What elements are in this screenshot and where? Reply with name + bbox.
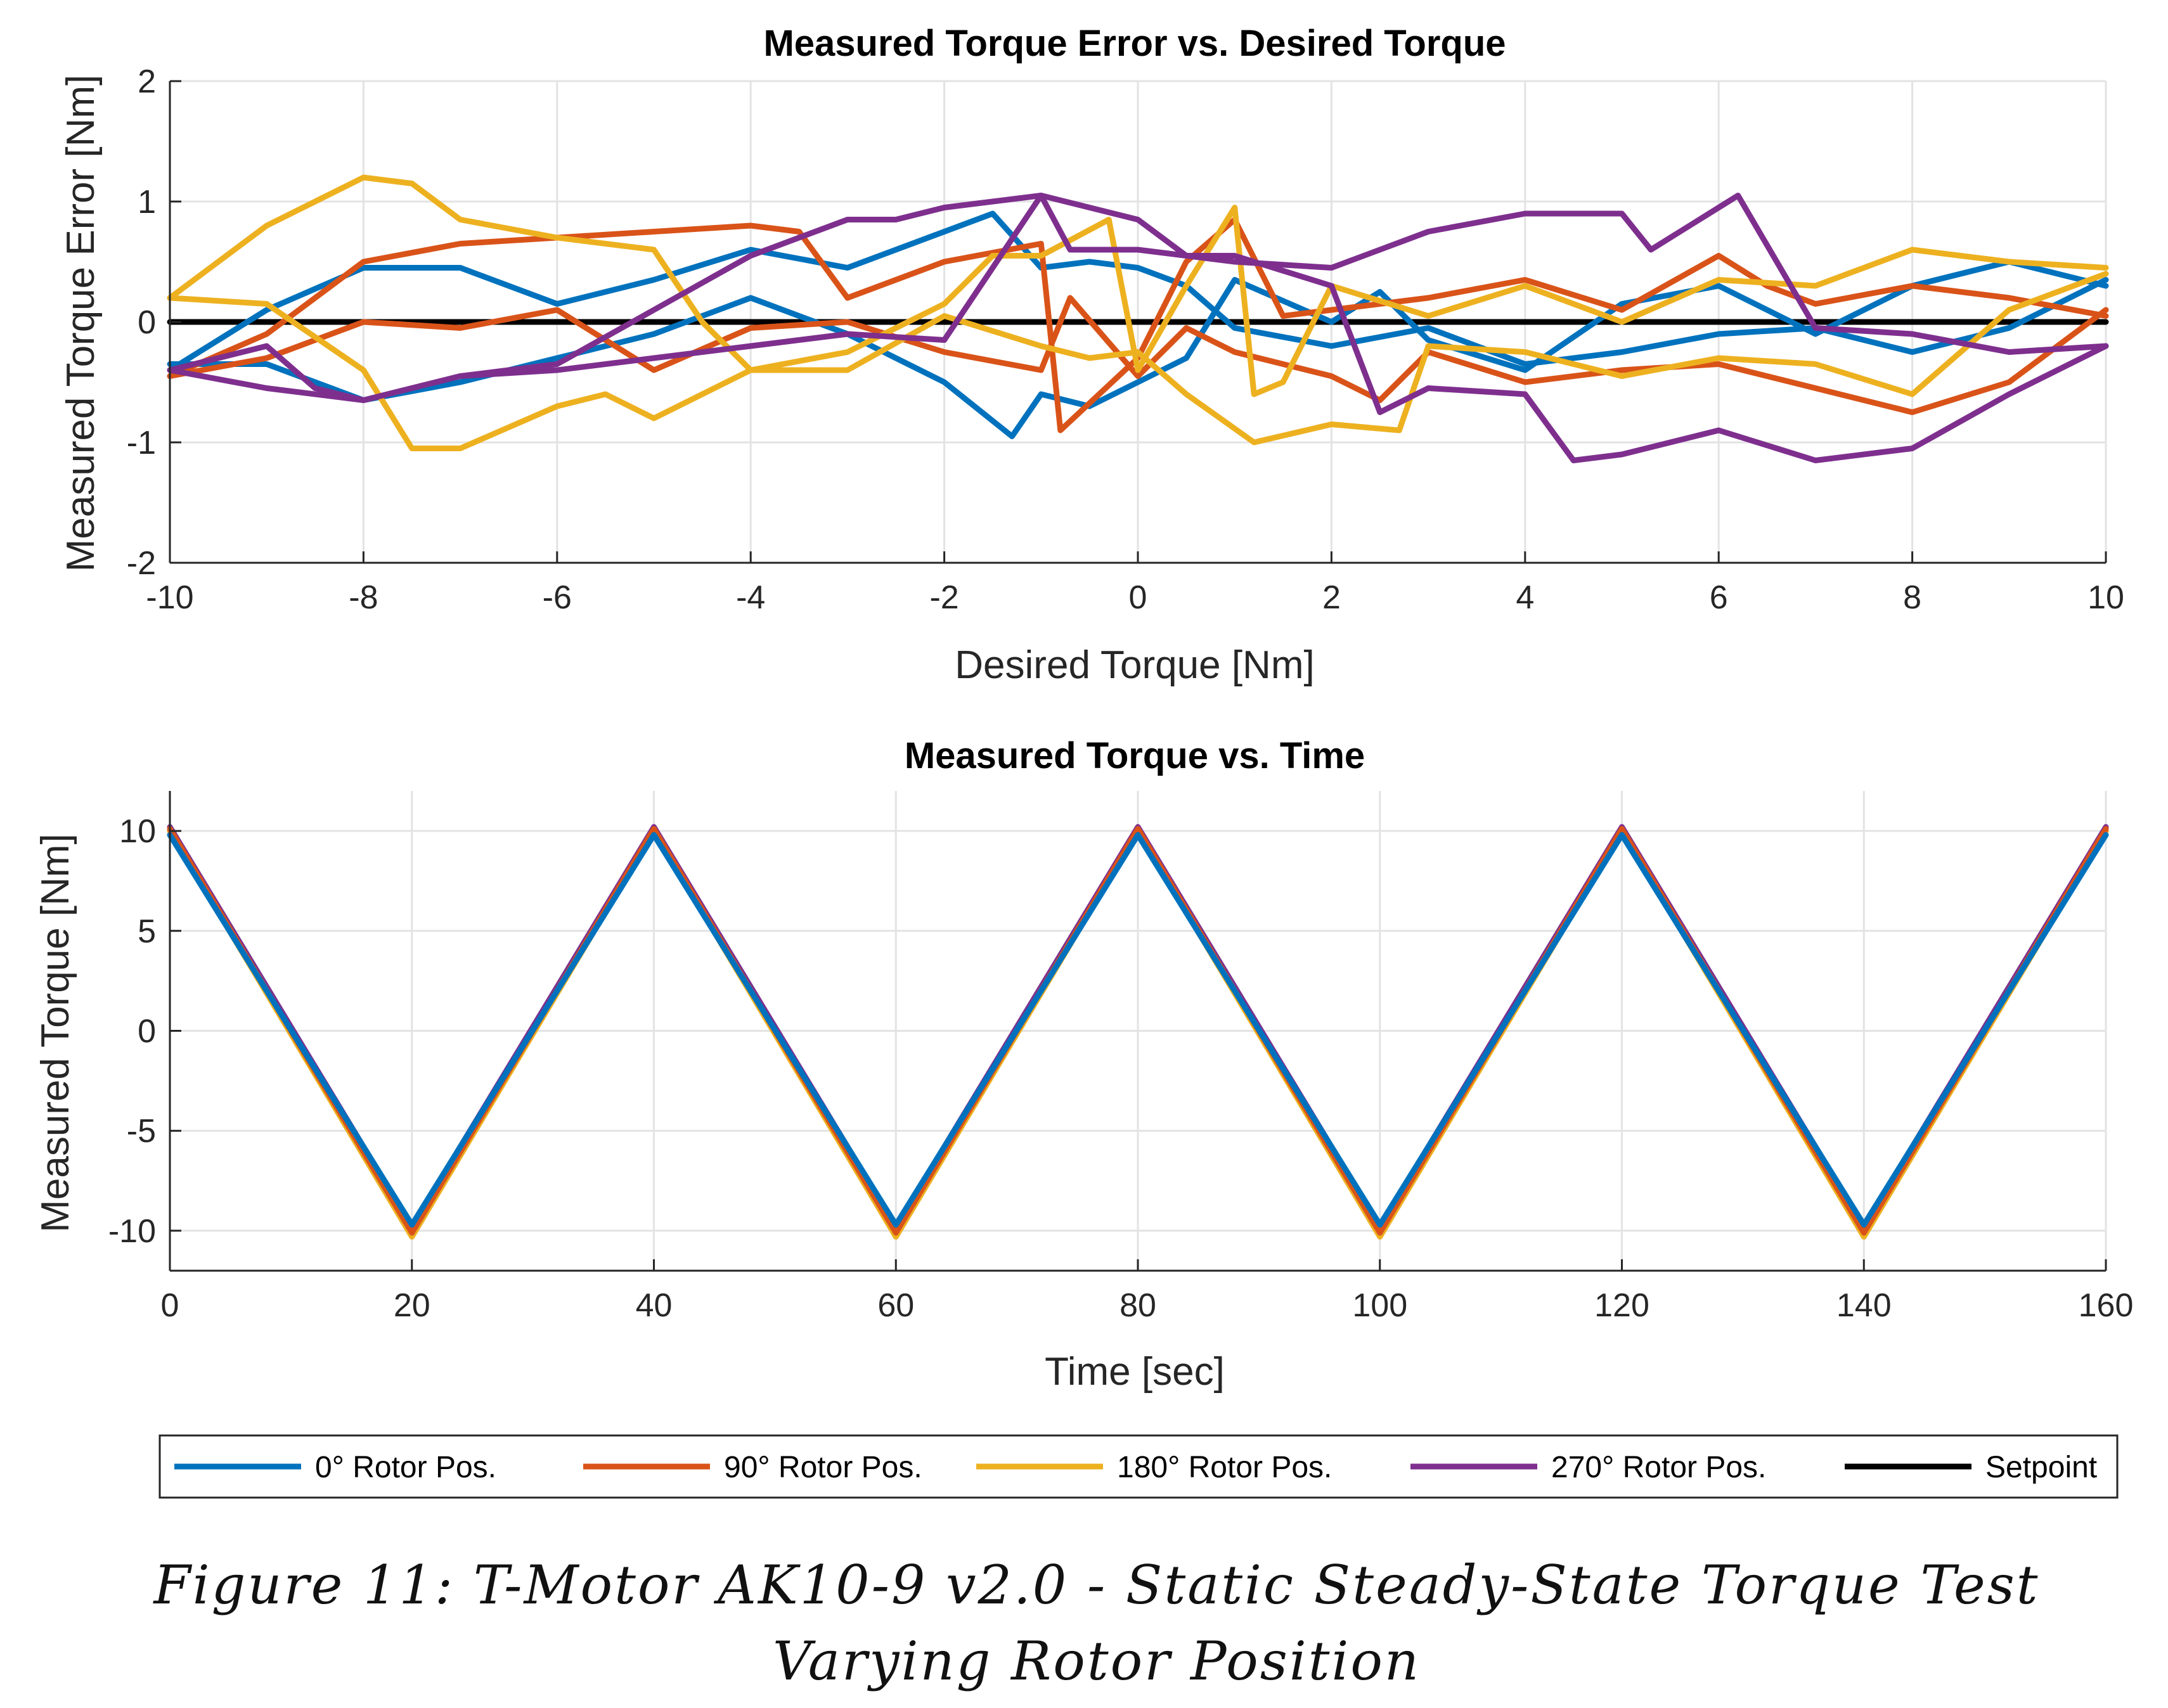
y-tick-label: 0: [138, 1013, 156, 1050]
y-axis-label: Measured Torque [Nm]: [34, 833, 77, 1232]
caption-line-1: Figure 11: T-Motor AK10-9 v2.0 - Static …: [152, 1554, 2039, 1616]
x-tick-label: 4: [1516, 579, 1534, 616]
series-line-90-rotor-pos: [167, 295, 2109, 415]
legend-label: 180° Rotor Pos.: [1117, 1451, 1332, 1484]
legend-item-setpoint: Setpoint: [1845, 1451, 2097, 1484]
x-tick-label: 6: [1710, 579, 1728, 616]
x-tick-label: 2: [1322, 579, 1341, 616]
series-group: [167, 174, 2109, 463]
x-axis-label: Desired Torque [Nm]: [955, 643, 1314, 687]
y-tick-label: 2: [138, 63, 156, 100]
legend-label: 270° Rotor Pos.: [1551, 1451, 1766, 1484]
x-tick-label: -8: [349, 579, 378, 616]
chart-title: Measured Torque Error vs. Desired Torque: [763, 23, 1506, 64]
x-tick-label: -10: [146, 579, 193, 616]
y-tick-label: 10: [119, 813, 156, 850]
series-line-0-rotor-pos: [167, 210, 2109, 373]
y-tick-label: 5: [138, 913, 156, 950]
x-tick-label: 0: [161, 1287, 179, 1324]
x-tick-label: 40: [636, 1287, 673, 1324]
x-tick-label: 80: [1119, 1287, 1156, 1324]
series-line-0-rotor-pos: [167, 259, 2109, 439]
series-line-0-rotor-pos: [167, 832, 2109, 1228]
grid: [169, 791, 2107, 1271]
x-tick-label: 60: [877, 1287, 914, 1324]
axes: [169, 791, 2107, 1272]
x-tick-label: 10: [2087, 579, 2124, 616]
legend-item-90-rotor-pos: 90° Rotor Pos.: [583, 1451, 922, 1484]
y-tick-label: 0: [138, 304, 156, 341]
x-tick-label: 20: [394, 1287, 430, 1324]
x-tick-label: 140: [1836, 1287, 1892, 1324]
caption-line-2: Varying Rotor Position: [773, 1630, 1421, 1692]
x-tick-label: 0: [1129, 579, 1147, 616]
series-line-270-rotor-pos: [167, 193, 2109, 463]
y-tick-label: -10: [108, 1213, 156, 1250]
legend-item-0-rotor-pos: 0° Rotor Pos.: [174, 1451, 496, 1484]
x-tick-label: 100: [1352, 1287, 1407, 1324]
series-line-180-rotor-pos: [167, 271, 2109, 451]
legend-label: 0° Rotor Pos.: [315, 1451, 496, 1484]
axes: [169, 80, 2107, 564]
legend-label: 90° Rotor Pos.: [724, 1451, 922, 1484]
x-tick-label: 8: [1903, 579, 1921, 616]
y-tick-label: 1: [138, 184, 156, 221]
x-axis-label: Time [sec]: [1045, 1350, 1225, 1394]
chart-title: Measured Torque vs. Time: [905, 735, 1365, 776]
x-tick-label: -6: [543, 579, 572, 616]
x-tick-label: -4: [736, 579, 765, 616]
tick-labels: 0 20 40 60 80 100 120 140 160 -10 -5 0 5 10: [108, 813, 2134, 1324]
legend: 0° Rotor Pos. 90° Rotor Pos. 180° Rotor Po…: [158, 1434, 2119, 1499]
legend-item-270-rotor-pos: 270° Rotor Pos.: [1410, 1451, 1766, 1484]
x-tick-label: 120: [1594, 1287, 1649, 1324]
x-tick-label: -2: [929, 579, 958, 616]
y-tick-label: -5: [127, 1113, 156, 1150]
legend-item-180-rotor-pos: 180° Rotor Pos.: [976, 1451, 1332, 1484]
x-tick-label: 160: [2079, 1287, 2134, 1324]
y-tick-label: -1: [127, 425, 156, 461]
legend-box: [158, 1434, 2119, 1499]
y-axis-label: Measured Torque Error [Nm]: [59, 75, 103, 572]
series-line-180-rotor-pos: [167, 174, 2109, 397]
torque-time-chart: 0 20 40 60 80 100 120 140 160 -10 -5 0 5 10 Measured …: [34, 735, 2133, 1394]
series-group: [167, 824, 2109, 1240]
y-tick-label: -2: [127, 545, 156, 582]
legend-label: Setpoint: [1985, 1451, 2097, 1484]
